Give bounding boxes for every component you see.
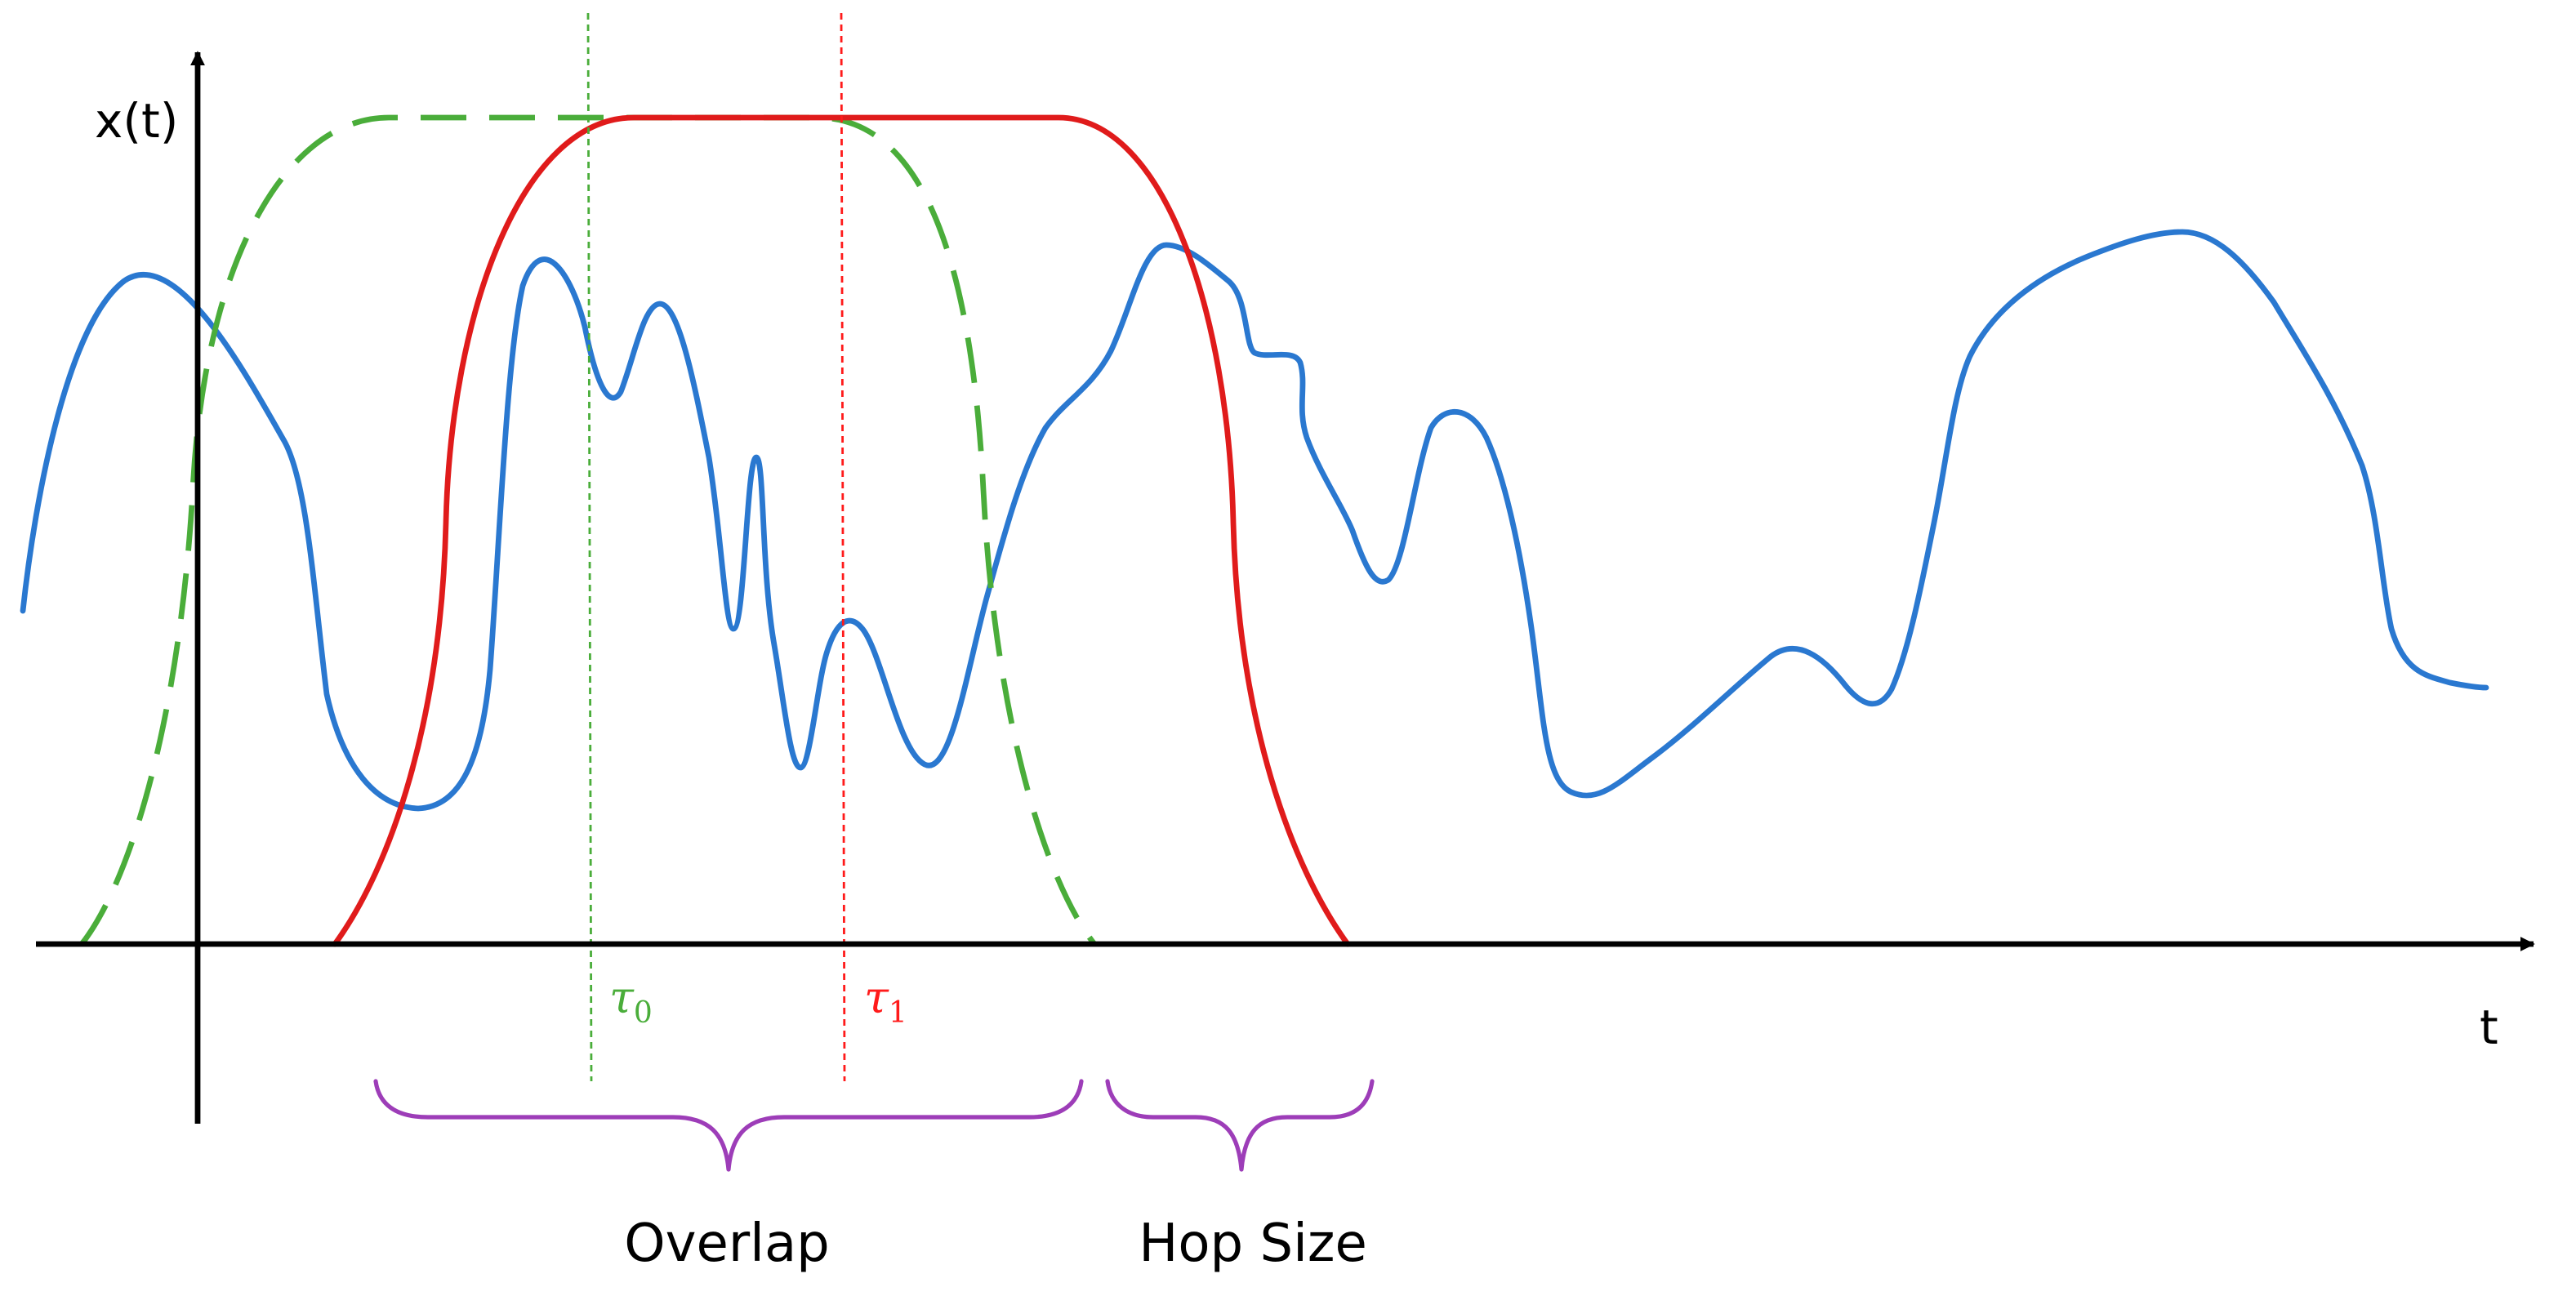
x-axis-label: t (2480, 1000, 2498, 1055)
current-window-curve (332, 114, 1351, 947)
tau0-marker-line (586, 12, 593, 1082)
hop-size-brace (1105, 1079, 1375, 1172)
hop-size-label: Hop Size (1139, 1214, 1367, 1274)
overlap-brace (373, 1079, 1084, 1172)
tau1-label: τ1 (864, 972, 907, 1030)
overlap-label: Overlap (624, 1214, 830, 1274)
y-axis-label: x(t) (95, 93, 178, 149)
tau0-label: τ0 (609, 972, 653, 1030)
previous-window-curve (79, 114, 1097, 946)
tau1-marker-line (840, 12, 846, 1082)
signal-curve (20, 229, 2489, 812)
